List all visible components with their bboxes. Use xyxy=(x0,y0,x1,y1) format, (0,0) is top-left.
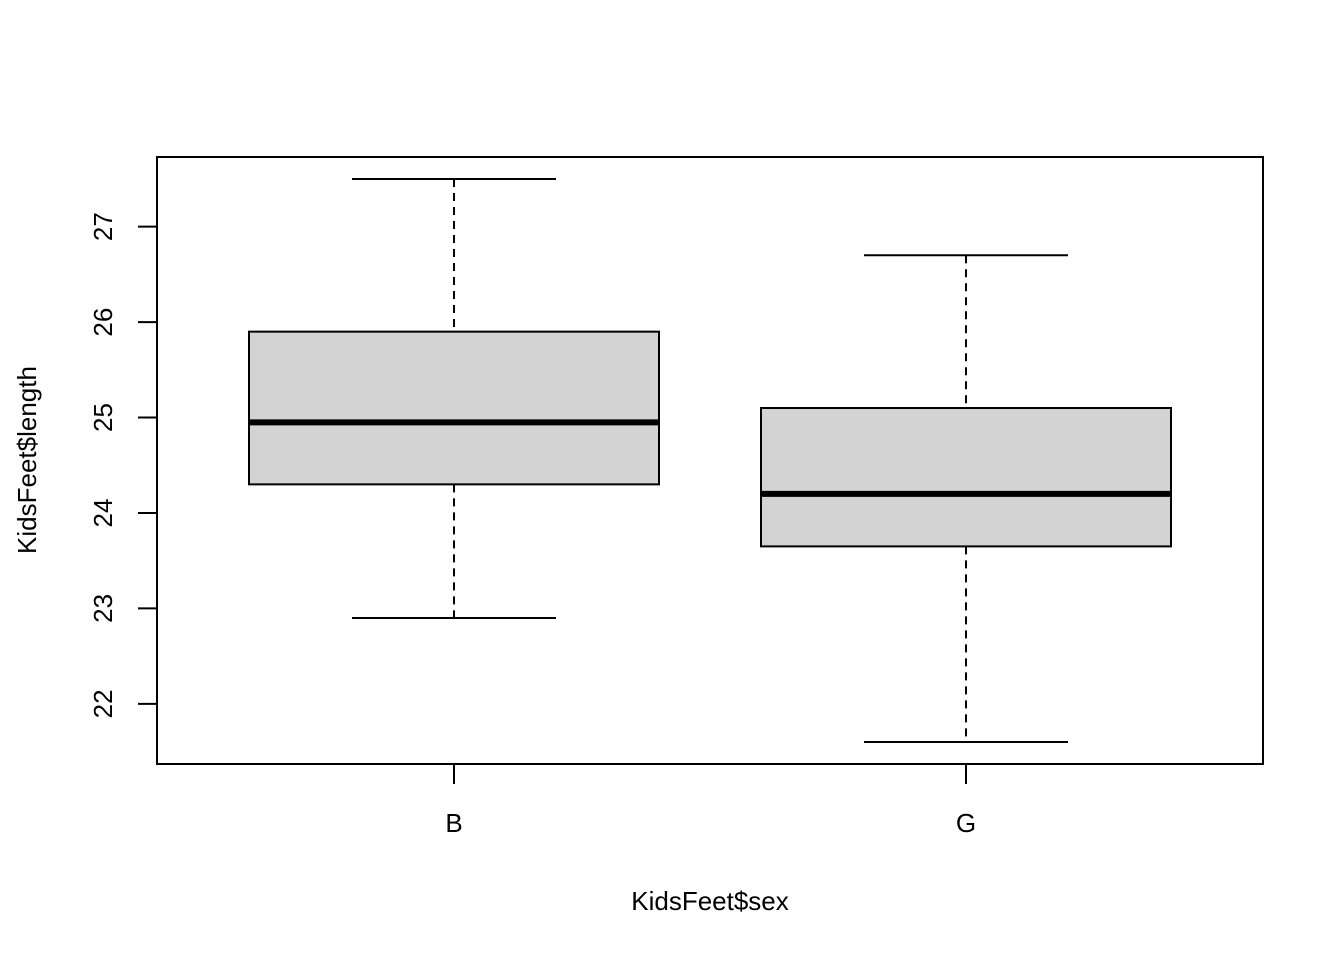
y-tick-label: 25 xyxy=(88,403,118,432)
y-tick-label: 22 xyxy=(88,689,118,718)
y-tick-label: 24 xyxy=(88,499,118,528)
y-tick-label: 26 xyxy=(88,308,118,337)
y-tick-label: 27 xyxy=(88,212,118,241)
x-tick-label: B xyxy=(445,808,462,838)
box-iqr xyxy=(760,407,1172,548)
y-tick-label: 23 xyxy=(88,594,118,623)
x-axis-label: KidsFeet$sex xyxy=(631,886,789,916)
x-tick-label: G xyxy=(956,808,976,838)
box-iqr xyxy=(248,330,660,486)
y-axis-label: KidsFeet$length xyxy=(12,366,42,554)
